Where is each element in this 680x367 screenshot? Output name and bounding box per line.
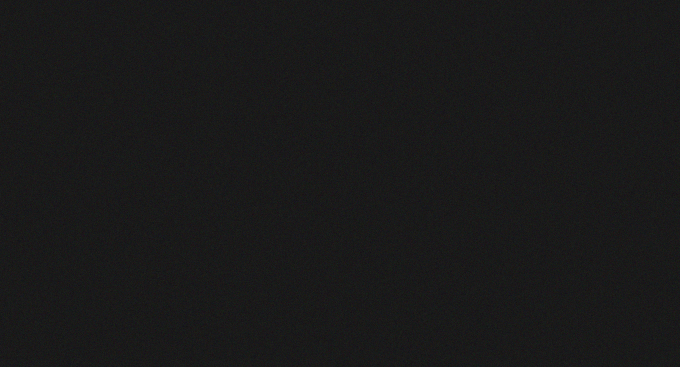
Title: Рост ВВП Китая (в млрд $): Рост ВВП Китая (в млрд $) <box>246 16 502 34</box>
